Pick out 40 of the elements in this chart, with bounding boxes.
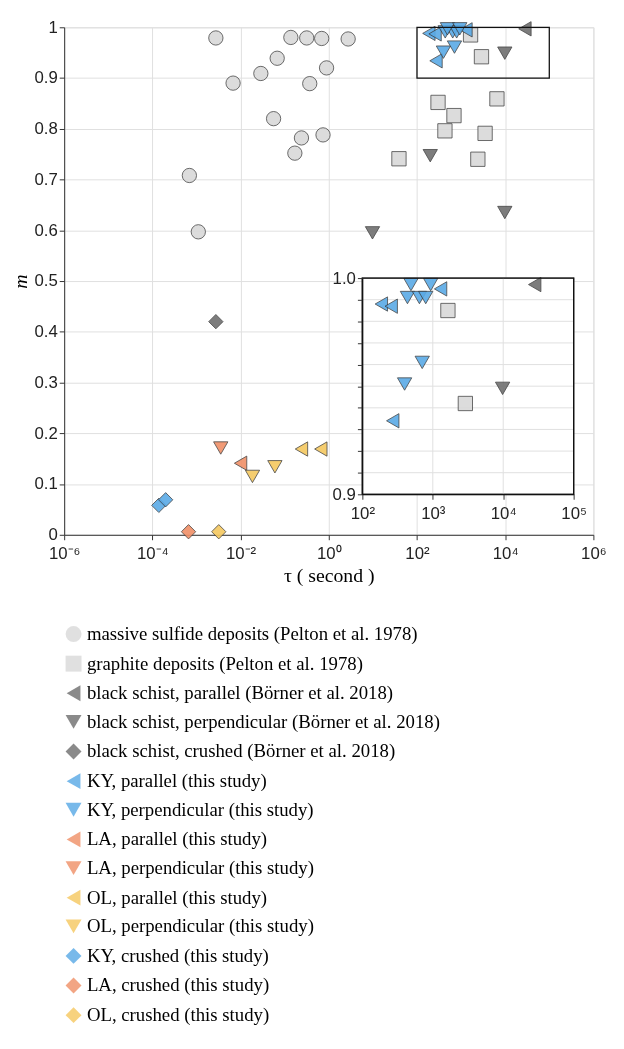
legend-label: OL, perpendicular (this study)	[86, 915, 314, 938]
legend-label: KY, crushed (this study)	[86, 944, 269, 967]
y-tick-label: 0.7	[34, 169, 58, 189]
y-tick-label: 0.9	[34, 68, 58, 88]
y-tick-label: 1.0	[332, 268, 356, 288]
legend-label: black schist, crushed (Börner et al. 2018)	[86, 740, 396, 763]
y-tick-label: 0.5	[34, 271, 58, 291]
x-axis-title: τ ( second )	[283, 563, 375, 587]
y-axis-title: m	[8, 274, 31, 289]
legend-label: KY, parallel (this study)	[86, 770, 267, 793]
x-tick-label: 10⁶	[581, 543, 607, 563]
x-tick-label: 10³	[421, 503, 446, 523]
legend-label: OL, parallel (this study)	[86, 886, 268, 909]
x-tick-label: 10⁻²	[225, 543, 257, 563]
legend-label: black schist, perpendicular (Börner et al. 2018)	[86, 710, 440, 733]
y-tick-label: 0.4	[34, 322, 58, 342]
y-tick-label: 0.2	[34, 423, 58, 443]
x-tick-label: 10²	[405, 543, 431, 563]
y-tick-label: 0	[48, 525, 58, 545]
legend-label: LA, perpendicular (this study)	[86, 856, 314, 879]
legend-label: LA, parallel (this study)	[86, 828, 268, 851]
legend-label: massive sulfide deposits (Pelton et al. 1978)	[86, 622, 418, 645]
y-tick-label: 0.1	[34, 474, 58, 494]
x-tick-label: 10⁰	[316, 543, 342, 563]
legend-label: LA, crushed (this study)	[86, 974, 270, 997]
x-tick-label: 10⁵	[561, 503, 587, 523]
x-tick-label: 10²	[350, 503, 376, 523]
y-tick-label: 0.8	[34, 119, 58, 139]
x-tick-label: 10⁴	[492, 543, 519, 563]
x-tick-label: 10⁻⁴	[136, 543, 169, 563]
y-tick-label: 1	[48, 17, 58, 37]
y-tick-label: 0.6	[34, 220, 58, 240]
legend-label: black schist, parallel (Börner et al. 2018)	[86, 682, 394, 705]
y-tick-label: 0.9	[332, 484, 356, 504]
legend-label: KY, perpendicular (this study)	[86, 798, 314, 821]
legend-label: graphite deposits (Pelton et al. 1978)	[86, 652, 363, 675]
x-tick-label: 10⁻⁶	[48, 543, 81, 563]
legend-label: OL, crushed (this study)	[86, 1004, 270, 1027]
y-tick-label: 0.3	[34, 372, 58, 392]
x-tick-label: 10⁴	[490, 503, 517, 523]
